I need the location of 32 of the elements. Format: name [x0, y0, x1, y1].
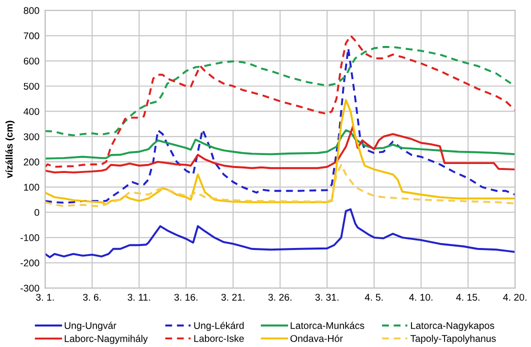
y-tick-label: 100: [24, 184, 40, 191]
x-tick-label: 3. 31.: [315, 294, 338, 301]
x-tick-label: 4. 10.: [409, 294, 432, 301]
x-tick-label: 3. 11.: [128, 294, 150, 301]
x-tick-label: 4. 15.: [456, 294, 480, 301]
y-tick-label: 600: [24, 58, 40, 64]
y-tick-label: 400: [24, 108, 40, 115]
legend-label: Ung-Lékárd: [194, 322, 244, 331]
legend-label: Latorca-Munkács: [290, 322, 364, 329]
x-tick-label: 3. 16.: [174, 294, 198, 301]
y-tick-label: 700: [24, 32, 40, 40]
y-tick-label: 0: [34, 209, 40, 216]
legend-label: Tapoly-Tapolyhanus: [410, 334, 496, 344]
x-tick-label: 3. 1.: [36, 294, 54, 301]
y-tick-label: 500: [24, 82, 40, 90]
legend-label: Laborc-Iske: [194, 334, 244, 342]
x-tick-label: 4. 20.: [503, 294, 526, 301]
x-tick-label: 3. 6.: [83, 294, 101, 301]
x-tick-label: 3. 26.: [268, 294, 292, 301]
legend-label: Ondava-Hór: [290, 334, 343, 342]
y-axis-title: vízállás (cm): [5, 120, 15, 178]
y-tick-label: 800: [24, 7, 40, 14]
y-tick-label: -100: [20, 234, 40, 242]
y-tick-label: -200: [20, 260, 40, 266]
x-tick-label: 4. 5.: [364, 294, 383, 301]
legend-label: Latorca-Nagykapos: [411, 322, 494, 331]
legend-label: Laborc-Nagymihály: [64, 334, 148, 344]
y-tick-label: -300: [20, 284, 40, 292]
x-tick-label: 3. 21.: [221, 294, 244, 301]
y-tick-label: 200: [24, 158, 40, 166]
legend-label: Ung-Ungvár: [64, 322, 116, 331]
y-tick-label: 300: [24, 133, 40, 140]
